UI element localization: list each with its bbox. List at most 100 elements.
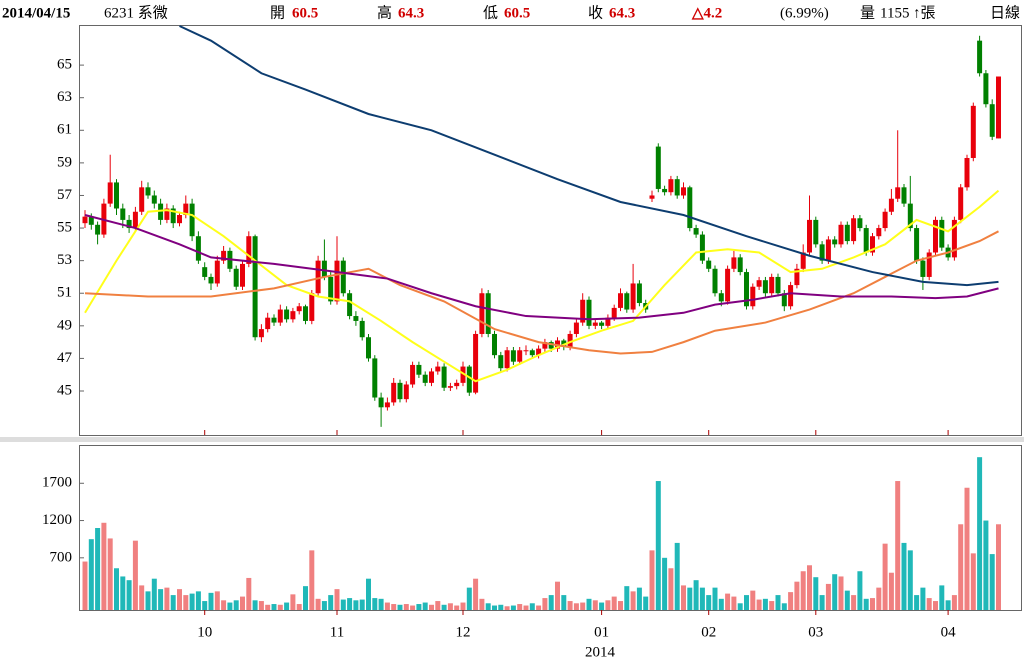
volume-bar: [227, 602, 233, 610]
candle-body: [737, 257, 743, 273]
volume-bar: [309, 550, 315, 610]
volume-bar: [718, 598, 724, 610]
candle-body: [536, 348, 542, 356]
candle-body: [378, 397, 384, 408]
candle-body: [699, 234, 705, 261]
low-value: 60.5: [504, 5, 530, 21]
volume-bar: [624, 586, 630, 610]
candle-body: [347, 293, 353, 317]
x-tick-label: 01: [594, 624, 609, 640]
volume-bar: [662, 557, 668, 610]
volume-bar: [353, 600, 359, 610]
volume-bar: [158, 589, 164, 610]
candle-body: [340, 260, 346, 294]
candle-body: [479, 293, 485, 334]
candle-body: [870, 236, 875, 253]
candle-body: [277, 309, 283, 323]
candle-body: [145, 187, 151, 196]
candle-body: [485, 293, 491, 334]
volume-bar: [914, 595, 920, 610]
volume-bar: [605, 600, 611, 610]
volume-bar: [271, 604, 277, 610]
candle-body: [523, 350, 529, 352]
volume-bar: [561, 595, 567, 610]
y-tick-label: 47: [57, 350, 73, 366]
volume-tick-label: 700: [50, 549, 73, 565]
candle-body: [466, 366, 472, 393]
y-tick-label: 55: [57, 219, 72, 235]
volume-bar: [674, 542, 680, 610]
volume-bar: [926, 598, 932, 610]
volume-bar: [517, 604, 523, 610]
candle-body: [687, 187, 693, 229]
volume-bar: [630, 591, 636, 610]
volume-bar: [233, 600, 239, 610]
candle-body: [794, 268, 800, 286]
volume-bar: [731, 596, 737, 610]
volume-bar: [372, 598, 378, 610]
candle-body: [813, 219, 819, 245]
candle-body: [240, 263, 245, 287]
volume-bar: [611, 596, 617, 610]
volume-bar: [851, 595, 857, 610]
volume-bar: [555, 581, 560, 610]
candle-body: [548, 342, 554, 349]
y-tick-label: 45: [57, 382, 72, 398]
candle-body: [221, 250, 227, 261]
candle-body: [177, 215, 182, 224]
candle-body: [88, 216, 94, 225]
close-value: 64.3: [609, 5, 635, 21]
open-label: 開: [270, 5, 285, 21]
volume-bar: [429, 604, 434, 610]
separator: [0, 437, 1024, 442]
volume-bar: [139, 585, 145, 610]
candle-body: [120, 208, 126, 220]
candle-body: [832, 239, 838, 245]
high-value: 64.3: [398, 5, 424, 21]
volume-bar: [983, 520, 989, 610]
volume-bar: [447, 603, 453, 610]
candle-body: [580, 299, 586, 323]
volume-bar: [920, 587, 926, 610]
volume-bar: [970, 553, 976, 610]
volume-bar: [958, 524, 964, 610]
volume-bar: [888, 572, 894, 610]
candle-body: [807, 219, 812, 253]
volume-tick-label: 1200: [42, 512, 72, 528]
low-label: 低: [483, 4, 498, 21]
volume-label: 量: [860, 5, 875, 21]
volume-bar: [120, 576, 126, 610]
candle-body: [441, 366, 447, 388]
candle-body: [328, 276, 334, 302]
volume-bar: [529, 603, 535, 610]
volume-bar: [863, 598, 869, 610]
y-tick-label: 59: [57, 154, 72, 170]
candle-body: [762, 280, 768, 294]
volume-bar: [290, 594, 296, 610]
moving-average: [179, 25, 999, 287]
candle-body: [851, 218, 857, 242]
candle-body: [391, 382, 397, 403]
volume-bar: [82, 561, 88, 610]
candle-body: [372, 358, 378, 398]
volume-bar: [762, 598, 768, 610]
candle-body: [838, 224, 844, 245]
volume-bar: [485, 603, 491, 610]
volume-bar: [384, 602, 390, 610]
candle-body: [114, 182, 119, 209]
volume-bar: [252, 600, 258, 610]
volume-bar: [945, 600, 951, 610]
candle-body: [183, 203, 189, 216]
candle-body: [107, 182, 113, 204]
candle-body: [618, 293, 623, 308]
volume-bar: [580, 602, 586, 610]
candle-body: [366, 337, 371, 359]
volume-bar: [706, 595, 712, 610]
change-pct: (6.99%): [780, 5, 829, 21]
candle-body: [964, 157, 970, 188]
volume-bar: [933, 601, 938, 610]
x-tick-label: 12: [456, 624, 471, 640]
volume-bar: [794, 581, 800, 610]
candle-body: [599, 322, 605, 326]
